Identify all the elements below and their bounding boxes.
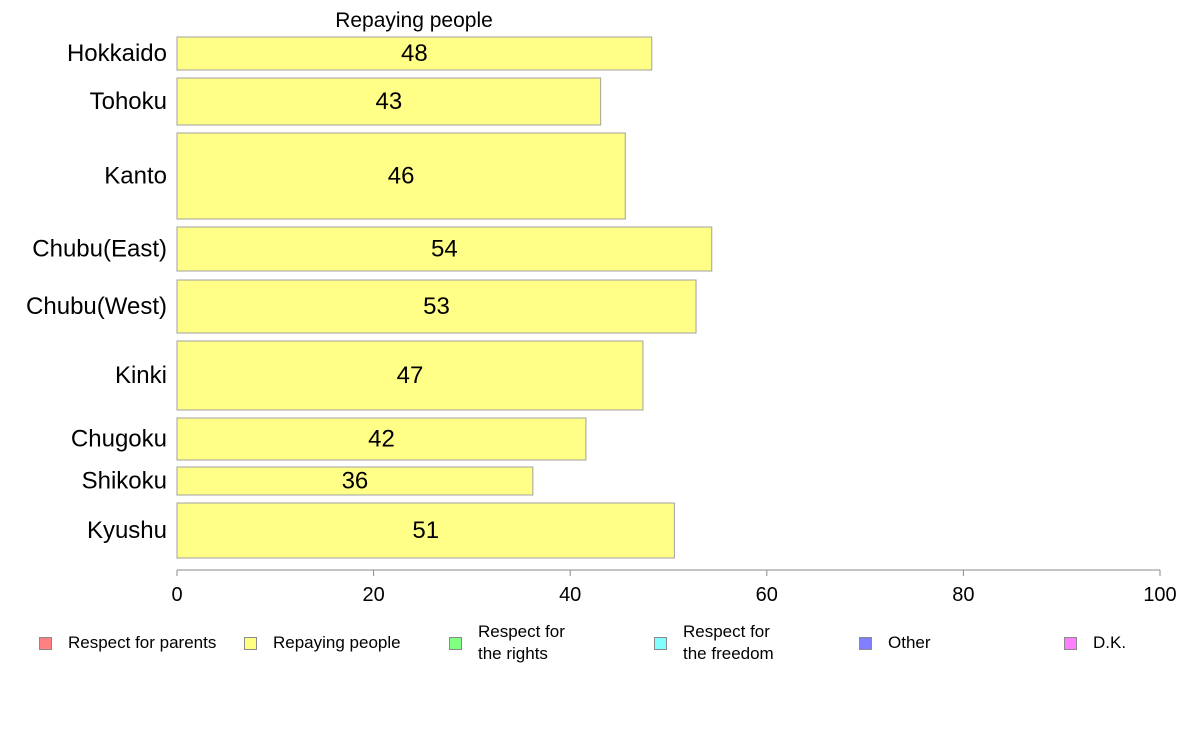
category-label: Chubu(East) bbox=[32, 236, 167, 263]
x-axis: 0 20 40 60 80 100 bbox=[171, 569, 1177, 606]
bar-chubu-east bbox=[176, 226, 713, 272]
category-label: Kanto bbox=[104, 163, 167, 190]
x-tick-label: 100 bbox=[1143, 584, 1176, 606]
legend: Respect for parents Repaying people Respec… bbox=[0, 618, 1188, 668]
bar-tohoku bbox=[176, 77, 602, 126]
legend-swatch bbox=[449, 636, 462, 650]
data-label: 51 bbox=[412, 517, 439, 544]
bars-group: Hokkaido 48 Tohoku 43 Kanto 46 Chubu(East) 54 Ch… bbox=[26, 36, 713, 559]
legend-swatch bbox=[859, 636, 872, 650]
bar-shikoku bbox=[176, 466, 534, 496]
legend-swatch bbox=[654, 636, 667, 650]
legend-item: Respect for parents bbox=[39, 618, 216, 668]
legend-swatch bbox=[244, 636, 257, 650]
legend-item: Respect for the rights bbox=[449, 618, 565, 668]
legend-item: Respect for the freedom bbox=[654, 618, 774, 668]
x-tick-label: 20 bbox=[362, 584, 384, 606]
legend-item: Repaying people bbox=[244, 618, 401, 668]
data-label: 48 bbox=[401, 40, 428, 67]
category-label: Shikoku bbox=[82, 468, 167, 495]
category-label: Tohoku bbox=[90, 88, 167, 115]
category-label: Hokkaido bbox=[67, 40, 167, 67]
category-label: Kinki bbox=[115, 362, 167, 389]
bar-chubu-west bbox=[176, 279, 697, 334]
data-label: 54 bbox=[431, 236, 458, 263]
legend-swatch bbox=[1064, 636, 1077, 650]
x-tick-label: 80 bbox=[952, 584, 974, 606]
legend-label: Repaying people bbox=[273, 633, 401, 652]
legend-label: Other bbox=[888, 633, 931, 652]
x-tick-label: 40 bbox=[559, 584, 581, 606]
data-label: 46 bbox=[388, 163, 415, 190]
legend-swatch bbox=[39, 636, 52, 650]
bar-kanto bbox=[176, 132, 626, 220]
data-label: 42 bbox=[368, 426, 395, 453]
bar-chugoku bbox=[176, 417, 587, 461]
bar-kinki bbox=[176, 340, 644, 411]
bar-hokkaido bbox=[176, 36, 653, 71]
category-label: Kyushu bbox=[87, 517, 167, 544]
data-label: 36 bbox=[342, 468, 369, 495]
legend-label: Respect for the freedom bbox=[683, 622, 774, 663]
category-label: Chubu(West) bbox=[26, 293, 167, 320]
x-tick-label: 0 bbox=[171, 584, 182, 606]
x-tick-label: 60 bbox=[756, 584, 778, 606]
chart-title: Repaying people bbox=[335, 9, 493, 32]
legend-item: Other bbox=[859, 618, 931, 668]
legend-label: D.K. bbox=[1093, 633, 1127, 652]
bar-chart: Repaying people Hokkaido 48 Tohoku 43 Kanto 4… bbox=[26, 9, 1177, 606]
legend-label: Respect for the rights bbox=[478, 622, 565, 663]
data-label: 47 bbox=[397, 362, 424, 389]
legend-item: D.K. bbox=[1064, 618, 1126, 668]
data-label: 43 bbox=[375, 88, 402, 115]
data-label: 53 bbox=[423, 293, 450, 320]
category-label: Chugoku bbox=[71, 426, 167, 453]
bar-kyushu bbox=[176, 502, 675, 559]
legend-label: Respect for parents bbox=[68, 633, 217, 652]
